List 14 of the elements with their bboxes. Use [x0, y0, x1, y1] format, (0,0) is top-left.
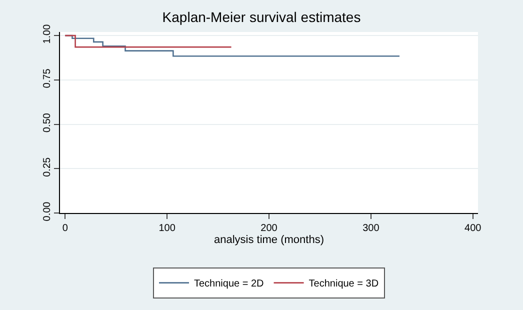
x-tick-label: 100 [158, 223, 176, 234]
x-axis-title: analysis time (months) [214, 234, 324, 246]
x-tick-label: 300 [362, 223, 380, 234]
x-tick-label: 0 [62, 223, 68, 234]
legend-label: Technique = 3D [308, 278, 379, 290]
y-tick-label: 0.75 [42, 68, 53, 88]
chart-title: Kaplan-Meier survival estimates [162, 9, 361, 26]
y-tick-label: 1.00 [42, 24, 53, 44]
y-tick-label: 0.00 [42, 201, 53, 222]
y-tick-label: 0.25 [42, 156, 53, 177]
x-tick-label: 200 [260, 223, 278, 234]
y-tick-label: 0.50 [42, 112, 53, 133]
x-tick-label: 400 [464, 223, 482, 234]
legend-label: Technique = 2D [194, 278, 264, 290]
